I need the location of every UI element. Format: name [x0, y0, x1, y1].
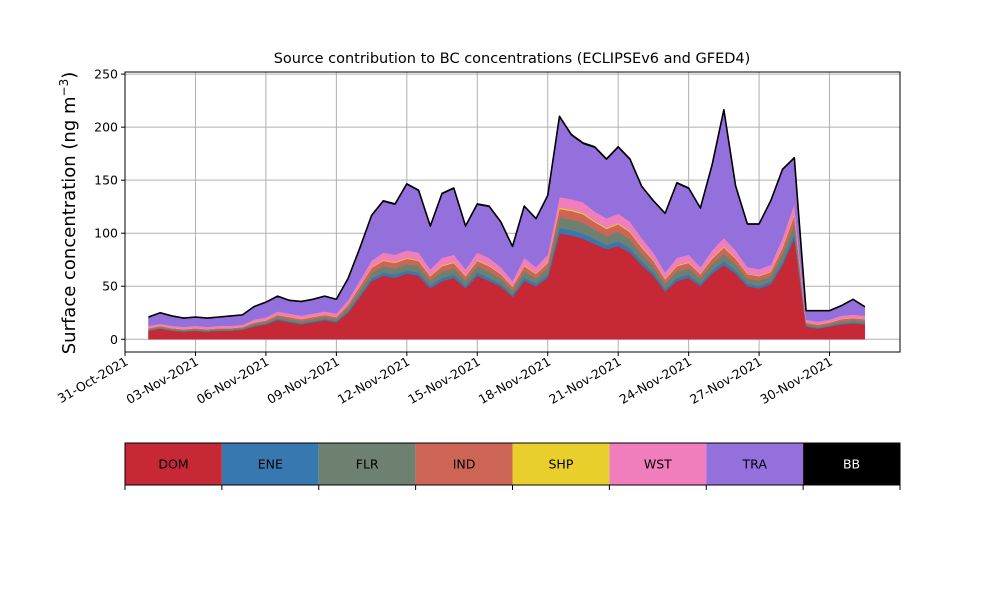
y-tick-label: 0: [110, 332, 118, 347]
y-axis-label-close: ): [59, 72, 80, 79]
y-tick-label: 200: [94, 120, 118, 135]
legend-swatch-flr: [318, 443, 416, 485]
chart-title: Source contribution to BC concentrations…: [274, 51, 751, 67]
legend-swatch-ene: [221, 443, 319, 485]
legend-label-tra: TRA: [742, 457, 768, 472]
legend-swatch-dom: [125, 443, 222, 485]
legend-label-wst: WST: [644, 457, 672, 472]
y-axis-label-sup: −3: [57, 79, 71, 97]
legend-label-flr: FLR: [356, 457, 379, 472]
legend-label-ind: IND: [453, 457, 476, 472]
legend-swatch-ind: [415, 443, 513, 485]
y-axis: 0 50 100 150 200 250: [94, 67, 125, 347]
legend-label-shp: SHP: [549, 457, 574, 472]
y-tick-label: 100: [94, 226, 118, 241]
grid: [124, 72, 900, 352]
legend-swatch-tra: [706, 443, 804, 485]
legend: DOM ENE FLR IND SHP WST TRA BB: [124, 442, 901, 490]
plot-frame: [124, 71, 901, 353]
legend-label-ene: ENE: [258, 457, 283, 472]
y-tick-label: 250: [94, 67, 118, 82]
legend-swatch-wst: [609, 443, 707, 485]
legend-swatch-shp: [512, 443, 610, 485]
legend-swatch-bb: [803, 443, 900, 485]
legend-label-dom: DOM: [158, 457, 188, 472]
legend-label-bb: BB: [843, 457, 860, 472]
y-tick-label: 50: [102, 279, 118, 294]
stacked-areas: [148, 109, 866, 340]
y-axis-label-main: Surface concentration (ng m: [59, 96, 80, 354]
total-line: [148, 108, 866, 319]
total-line-group: [148, 108, 866, 319]
y-axis-label: Surface concentration (ng m−3): [57, 72, 80, 355]
y-tick-label: 150: [94, 173, 118, 188]
